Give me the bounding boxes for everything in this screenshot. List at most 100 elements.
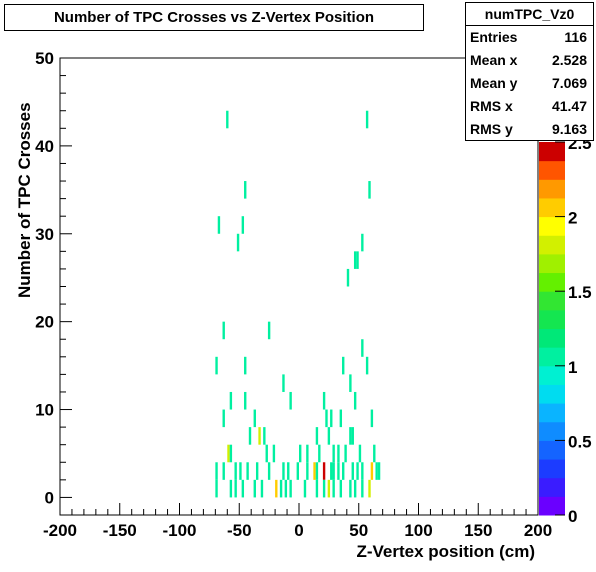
y-tick-label: 0	[45, 488, 54, 507]
heatmap-bin	[222, 321, 225, 340]
heatmap-bin	[229, 391, 233, 410]
heatmap-bin	[337, 462, 340, 480]
axes-layer: -200 -150 -100 -50 0 50 100 150 200 0 10 20 30 40 50	[35, 49, 552, 540]
heatmap-bin	[353, 479, 357, 498]
palette-swatch	[539, 197, 565, 218]
heatmap-bin	[361, 339, 364, 357]
heatmap-bin	[289, 479, 292, 498]
heatmap-bin	[215, 479, 218, 498]
heatmap-bin	[356, 462, 359, 480]
heatmap-bin	[368, 181, 371, 199]
heatmap-bin	[349, 427, 352, 445]
plot-frame	[59, 57, 539, 516]
heatmap-bin	[258, 427, 261, 445]
palette-swatch	[539, 384, 565, 404]
y-tick-label: 10	[35, 401, 54, 420]
heatmap-bin	[356, 251, 359, 269]
heatmap-bin	[365, 356, 369, 375]
palette-swatch	[539, 347, 565, 367]
heatmap-bin	[332, 479, 335, 498]
palette-swatch	[539, 160, 565, 180]
heatmap-bin	[227, 444, 230, 463]
heatmap-bin	[260, 479, 264, 498]
heatmap-bin	[377, 462, 381, 480]
z-tick-label: 1	[568, 358, 577, 377]
palette-swatch	[539, 309, 565, 329]
heatmap-bin	[253, 409, 256, 428]
stats-label: Mean x	[470, 52, 518, 68]
heatmap-bin	[353, 391, 357, 410]
heatmap-bin	[236, 233, 240, 252]
heatmap-bin	[313, 462, 316, 480]
stats-label: RMS y	[470, 121, 513, 137]
palette-swatch	[539, 496, 565, 516]
heatmap-bin	[315, 479, 319, 498]
heatmap-bin	[351, 427, 354, 445]
heatmap-bin	[282, 462, 285, 480]
heatmap-bin	[229, 479, 233, 498]
heatmap-bin	[315, 462, 319, 480]
heatmap-bin	[263, 427, 266, 445]
heatmap-bin	[241, 216, 245, 234]
heatmap-bin	[246, 462, 249, 480]
heatmap-bin	[217, 216, 221, 234]
stats-label: RMS x	[470, 98, 513, 114]
heatmap-bin	[361, 233, 364, 252]
heatmap-bin	[351, 462, 354, 480]
heatmap-bin	[229, 444, 233, 463]
heatmap-bin	[234, 479, 237, 498]
y-axis-label: Number of TPC Crosses	[15, 102, 34, 298]
heatmap-bin	[299, 444, 302, 463]
heatmap-bin	[215, 356, 218, 375]
heatmap-bin	[353, 251, 357, 269]
heatmap-bin	[226, 110, 229, 129]
heatmap-bin	[349, 374, 352, 392]
x-tick-label: -100	[162, 521, 196, 540]
y-tick-label: 50	[35, 49, 54, 68]
x-tick-label: 200	[524, 521, 552, 540]
palette-swatch	[539, 459, 565, 479]
y-tick-label: 30	[35, 225, 54, 244]
heatmap-bin	[306, 462, 309, 480]
heatmap-bin	[322, 462, 326, 480]
stats-value: 7.069	[551, 75, 587, 91]
stats-value: 2.528	[551, 52, 587, 68]
heatmap-bin	[370, 462, 374, 480]
y-tick-label: 40	[35, 137, 54, 156]
x-tick-label: 150	[464, 521, 492, 540]
heatmap-bin	[330, 409, 333, 428]
stats-value: 41.47	[551, 98, 587, 114]
heatmap-bin	[344, 444, 347, 463]
heatmap-bin	[239, 462, 242, 480]
heatmap-bin	[325, 409, 328, 428]
heatmap-bin	[322, 479, 326, 498]
heatmap-bin	[282, 374, 285, 392]
heatmap-bin	[241, 479, 245, 498]
heatmap-bin	[222, 409, 225, 428]
heatmap-bin	[327, 479, 331, 498]
palette-swatch	[539, 216, 565, 236]
heatmap-bin	[318, 444, 321, 463]
palette-swatch	[539, 421, 565, 441]
heatmap-bin	[339, 479, 343, 498]
x-tick-label: 100	[404, 521, 432, 540]
palette-swatch	[539, 477, 565, 497]
heatmap-bin	[327, 427, 331, 445]
color-scale: 00.511.522.5	[539, 134, 592, 526]
heatmap-bin	[365, 110, 369, 129]
palette-swatch	[539, 142, 565, 162]
heatmap-bin	[375, 462, 378, 480]
z-tick-label: 0	[568, 507, 577, 526]
heatmap-bin	[215, 462, 218, 480]
heatmap-bin	[337, 444, 340, 463]
stats-row-entries: Entries 116	[466, 26, 593, 49]
heatmap-bin	[346, 268, 350, 287]
stats-value: 116	[564, 29, 587, 45]
heatmap-bin	[267, 462, 271, 480]
x-tick-label: 50	[349, 521, 368, 540]
stats-row-rms-y: RMS y 9.163	[466, 118, 593, 141]
heatmap-bin	[342, 462, 345, 480]
heatmap-bin	[284, 479, 288, 498]
stats-label: Entries	[470, 29, 518, 45]
